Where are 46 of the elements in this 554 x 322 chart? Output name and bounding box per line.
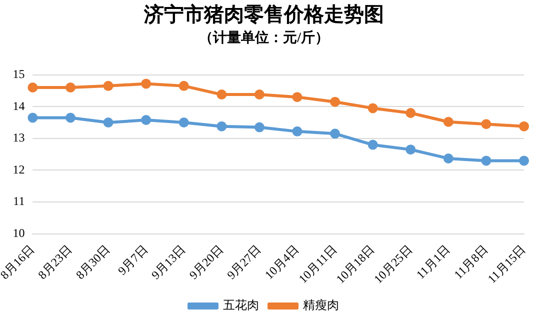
point — [292, 92, 302, 102]
point — [28, 112, 38, 123]
y-tick-label: 12 — [12, 162, 25, 176]
y-tick-label: 15 — [12, 66, 25, 81]
point — [406, 108, 416, 118]
x-tick-label: 9月27日 — [224, 242, 264, 282]
point — [406, 144, 416, 155]
x-tick-label: 8月30日 — [73, 242, 113, 282]
point — [216, 121, 227, 132]
x-tick-label: 9月7日 — [115, 242, 150, 278]
point — [28, 82, 38, 93]
point — [368, 140, 378, 150]
x-tick-label: 11月1日 — [413, 242, 453, 282]
x-tick-label: 8月16日 — [0, 242, 38, 282]
point — [292, 126, 302, 136]
x-tick-label: 9月20日 — [186, 242, 226, 282]
point — [178, 80, 189, 91]
point — [254, 122, 264, 132]
point — [443, 153, 454, 164]
point — [141, 78, 152, 89]
y-tick-label: 14 — [12, 98, 25, 113]
x-tick-label: 8月23日 — [35, 242, 75, 282]
legend-label: 五花肉 — [223, 298, 259, 312]
chart-subtitle: （计量单位：元/斤） — [199, 29, 329, 46]
chart-title: 济宁市猪肉零售价格走势图 — [143, 3, 384, 26]
point — [368, 103, 378, 114]
point — [443, 116, 454, 127]
point — [330, 128, 340, 139]
y-tick-label: 13 — [12, 130, 25, 145]
point — [216, 90, 227, 100]
point — [519, 121, 529, 132]
point — [178, 118, 189, 128]
point — [65, 82, 76, 93]
x-tick-label: 9月13日 — [148, 242, 188, 282]
point — [481, 156, 492, 166]
point — [330, 96, 340, 107]
point — [254, 90, 264, 100]
point — [103, 118, 114, 128]
point — [65, 112, 76, 123]
y-tick-label: 11 — [13, 194, 25, 208]
point — [481, 119, 492, 130]
point — [141, 114, 152, 125]
point — [519, 156, 529, 166]
point — [103, 80, 114, 91]
legend-label: 精瘦肉 — [303, 298, 339, 312]
y-tick-label: 10 — [12, 226, 25, 240]
